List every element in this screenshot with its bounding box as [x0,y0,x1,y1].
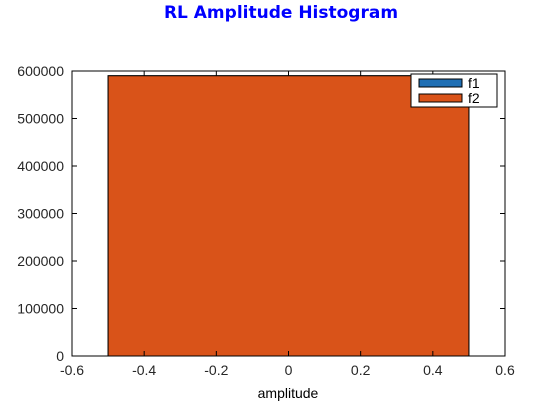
x-tick-label: 0 [285,362,293,378]
y-tick-label: 300000 [17,206,64,222]
y-tick-label: 500000 [17,111,64,127]
y-tick-label: 600000 [17,63,64,79]
y-axis-ticks: 0 100000 200000 300000 400000 500000 600000 [17,63,505,364]
legend-swatch-f1 [418,78,463,88]
x-axis-label: amplitude [258,385,319,401]
x-axis-ticks: -0.6 -0.4 -0.2 0 0.2 0.4 0.6 [60,71,515,378]
legend-swatch-f2 [418,93,463,103]
x-tick-label: 0.2 [351,362,371,378]
y-tick-label: 0 [56,348,64,364]
bar-f2-0 [107,75,470,357]
legend-label-f2: f2 [468,90,480,106]
x-tick-label: -0.4 [132,362,156,378]
legend-label-f1: f1 [468,75,480,91]
y-tick-label: 400000 [17,158,64,174]
chart-title: RL Amplitude Histogram [164,3,398,23]
x-tick-label: -0.6 [60,362,84,378]
x-tick-label: 0.6 [495,362,515,378]
x-tick-label: 0.4 [423,362,443,378]
bars-layer [107,75,470,357]
y-tick-label: 100000 [17,301,64,317]
y-tick-label: 200000 [17,253,64,269]
x-tick-label: -0.2 [204,362,228,378]
